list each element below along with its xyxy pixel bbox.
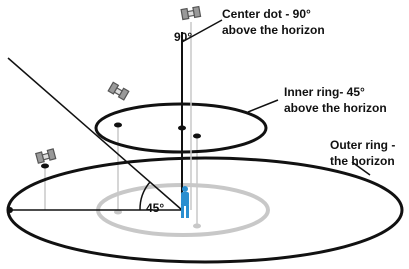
angle-line	[8, 58, 182, 210]
outer-label: the horizon	[330, 154, 395, 168]
diagram: Center dot - 90° above the horizon 90° I…	[0, 0, 409, 269]
inner-label: Inner ring- 45°	[284, 85, 365, 99]
horizon-angle: 45°	[146, 201, 164, 215]
center-label: Center dot - 90°	[222, 7, 311, 21]
zenith-angle: 90°	[174, 30, 192, 44]
center-label: above the horizon	[222, 23, 325, 37]
inner-label: above the horizon	[284, 101, 387, 115]
outer-label: Outer ring -	[330, 138, 395, 152]
